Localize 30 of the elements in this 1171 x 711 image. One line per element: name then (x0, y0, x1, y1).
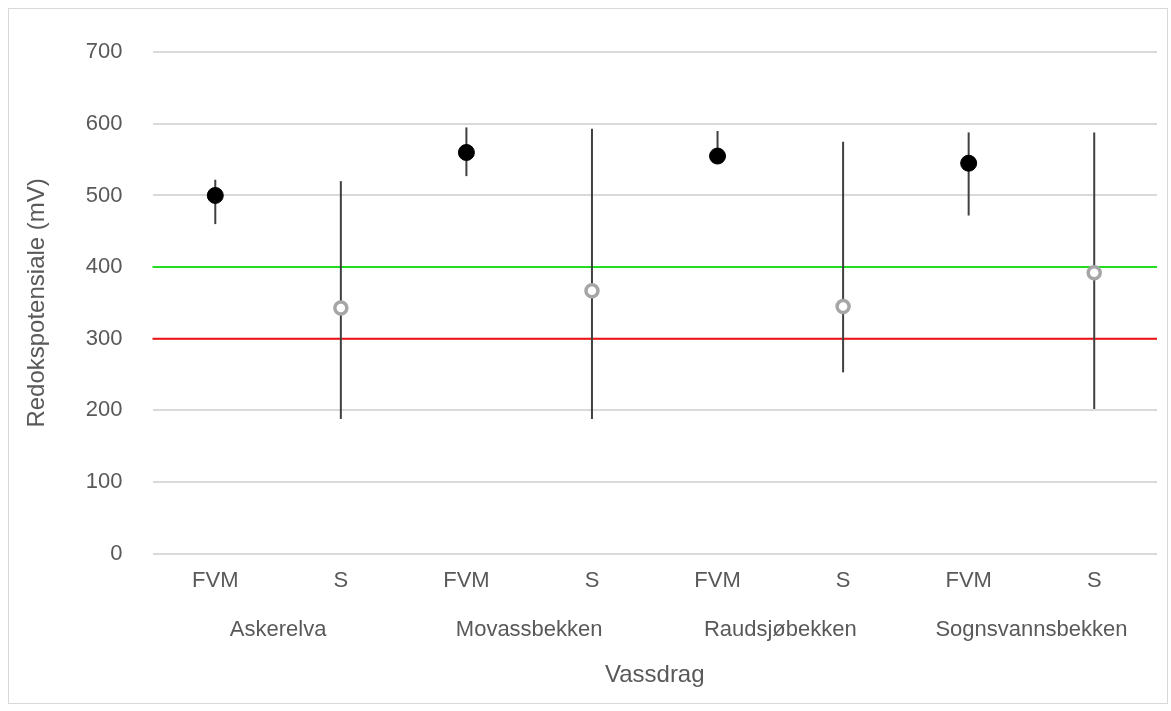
y-tick-label: 0 (110, 539, 123, 565)
text: Askerelva (229, 616, 328, 642)
x-tick-label: S (835, 566, 851, 592)
x-tick-label: S (584, 566, 600, 592)
x-tick-label: FVM (192, 566, 239, 592)
y-axis-title: Redokspotensiale (mV) (22, 178, 50, 428)
y-tick-label: 600 (85, 109, 123, 135)
y-tick-label: 700 (85, 38, 123, 64)
point (960, 154, 978, 172)
point (1086, 265, 1102, 281)
point (206, 186, 224, 204)
y-tick-label: 500 (85, 181, 123, 207)
x-tick-label: FVM (945, 566, 992, 592)
point (584, 282, 600, 299)
text: Sognsvannsbekken (935, 616, 1128, 642)
text: Movassbekken (455, 616, 603, 642)
y-tick-label: 300 (85, 324, 123, 350)
x-tick-label: S (333, 566, 349, 592)
x-tick-label: FVM (694, 566, 741, 592)
y-tick-label: 400 (85, 253, 123, 279)
text: Raudsjøbekken (703, 616, 857, 642)
x-tick-label: FVM (443, 566, 490, 592)
point (333, 300, 349, 316)
x-axis-title: Vassdrag (604, 659, 705, 687)
point (457, 143, 475, 161)
y-tick-label: 200 (85, 396, 123, 422)
point (835, 298, 851, 315)
y-tick-label: 100 (85, 468, 123, 494)
point (709, 147, 727, 165)
x-tick-label: S (1086, 566, 1102, 592)
